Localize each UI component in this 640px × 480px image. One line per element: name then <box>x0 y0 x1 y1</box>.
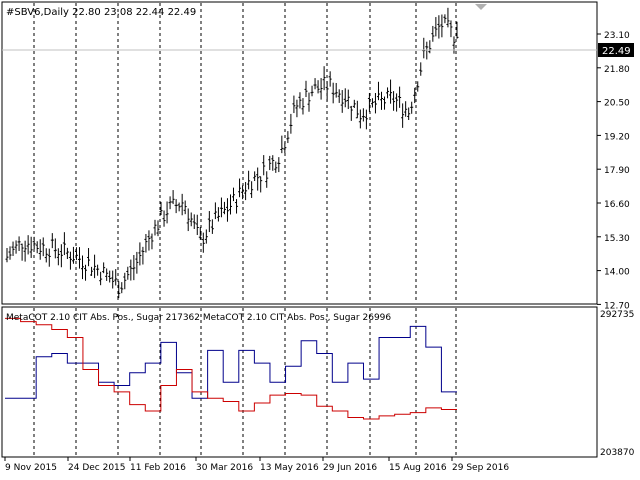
price-tick-label: 17.90 <box>604 166 630 176</box>
time-tick-label: 9 Nov 2015 <box>5 463 57 473</box>
indicator-axis-top: 292735 <box>600 310 634 320</box>
time-tick-label: 11 Feb 2016 <box>130 463 186 473</box>
price-tick-label: 15.30 <box>604 234 630 244</box>
time-tick-label: 24 Dec 2015 <box>68 463 126 473</box>
current-price-label: 22.49 <box>602 46 631 57</box>
main-chart-header: #SBV6,Daily 22.80 23.08 22.44 22.49 <box>6 7 196 18</box>
current-price-badge <box>598 43 634 57</box>
price-tick-label: 16.60 <box>604 200 630 210</box>
price-tick-label: 12.70 <box>604 301 630 311</box>
price-tick-label: 19.20 <box>604 132 630 142</box>
cot-noncommercial-line <box>5 317 457 420</box>
shift-marker-icon[interactable] <box>475 4 487 10</box>
price-tick-label: 23.10 <box>604 31 630 41</box>
price-bars <box>5 7 459 299</box>
time-tick-label: 13 May 2016 <box>260 463 319 473</box>
time-tick-label: 30 Mar 2016 <box>196 463 253 473</box>
price-axis: 23.10 21.80 20.50 19.20 17.90 16.60 15.30 14.00… <box>597 31 630 311</box>
time-tick-label: 29 Sep 2016 <box>452 463 509 473</box>
price-tick-label: 21.80 <box>604 65 630 75</box>
time-tick-label: 15 Aug 2016 <box>389 463 447 473</box>
time-axis: 9 Nov 2015 24 Dec 2015 11 Feb 2016 30 Mar 2… <box>4 457 509 473</box>
main-chart-grid <box>33 3 457 303</box>
cot-commercial-line <box>5 325 457 399</box>
time-tick-label: 29 Jun 2016 <box>323 463 377 473</box>
indicator-grid <box>33 308 457 456</box>
main-chart-area[interactable] <box>1 1 598 305</box>
indicator-axis-bottom: 203870 <box>600 448 635 458</box>
indicator-header: MetaCOT 2.10 CIT Abs. Pos., Sugar 217362… <box>6 313 391 323</box>
price-tick-label: 14.00 <box>604 268 630 278</box>
indicator-window[interactable] <box>1 306 598 458</box>
price-tick-label: 20.50 <box>604 99 630 109</box>
